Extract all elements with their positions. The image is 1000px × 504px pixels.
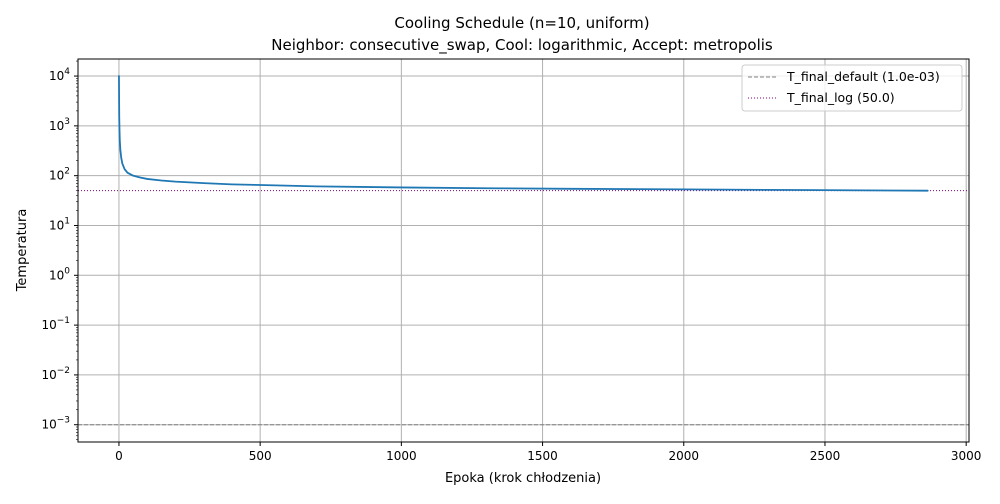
- x-axis-label: Epoka (krok chłodzenia): [445, 471, 601, 486]
- x-tick-label: 1000: [386, 449, 417, 463]
- legend-label-t-final-default: T_final_default (1.0e-03): [786, 69, 940, 84]
- y-tick-label: 103: [49, 117, 70, 133]
- y-tick-label: 10−1: [41, 316, 70, 332]
- y-tick-label: 104: [49, 67, 70, 83]
- grid-layer: [78, 59, 969, 442]
- tick-layer: 0 500 1000 1500 2000 2500 3000 10−3 10−2 10−1 100 1…: [41, 60, 982, 463]
- temperature-series-line: [118, 75, 929, 192]
- legend-box: [741, 64, 963, 112]
- x-tick-label: 0: [115, 449, 123, 463]
- x-tick-label: 2000: [668, 449, 699, 463]
- y-tick-label: 100: [49, 266, 70, 282]
- x-tick-label: 1500: [527, 449, 558, 463]
- y-tick-label: 102: [49, 167, 70, 183]
- series-layer: [118, 75, 929, 192]
- y-tick-label: 10−3: [41, 416, 70, 432]
- y-tick-label: 101: [49, 216, 70, 232]
- y-axis-label: Temperatura: [15, 209, 30, 293]
- plot-area-frame: [77, 58, 970, 443]
- x-tick-label: 500: [249, 449, 272, 463]
- y-tick-label: 10−2: [41, 366, 70, 382]
- chart-subtitle: Neighbor: consecutive_swap, Cool: logari…: [271, 36, 773, 55]
- x-tick-label: 3000: [951, 449, 982, 463]
- legend-label-t-final-log: T_final_log (50.0): [786, 90, 895, 105]
- chart-title: Cooling Schedule (n=10, uniform): [394, 14, 649, 32]
- x-tick-label: 2500: [810, 449, 841, 463]
- legend: T_final_default (1.0e-03) T_final_log (5…: [741, 64, 963, 112]
- reference-lines-layer: [78, 190, 969, 426]
